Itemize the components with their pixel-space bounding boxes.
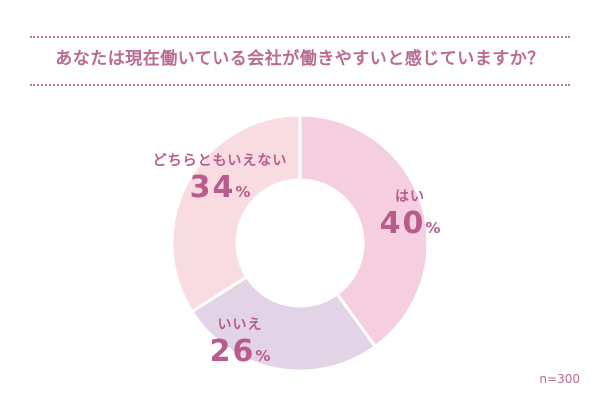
slice-neither [170, 113, 302, 314]
slice-label-no-number: 26 [209, 334, 256, 369]
slice-label-no-unit: % [255, 347, 271, 365]
slice-label-yes-value: 40% [360, 206, 460, 246]
slice-label-neither-unit: % [235, 183, 251, 201]
slice-label-no: いいえ 26% [190, 314, 290, 374]
slice-label-neither-value: 34% [130, 170, 310, 210]
slice-label-neither-name: どちらともいえない [152, 153, 288, 169]
slice-yes [298, 113, 430, 349]
slice-label-yes: はい 40% [360, 186, 460, 246]
title-divider-top [30, 36, 570, 38]
slice-no [189, 274, 378, 373]
slice-label-yes-number: 40 [379, 206, 426, 241]
slice-label-yes-unit: % [425, 219, 441, 237]
title-divider-bottom [30, 84, 570, 86]
slice-label-neither: どちらともいえない 34% [130, 150, 310, 210]
chart-title: あなたは現在働いている会社が働きやすいと感じていますか？ [55, 49, 545, 69]
slice-label-yes-name: はい [395, 189, 425, 205]
slice-label-no-name: いいえ [217, 317, 263, 333]
slice-label-no-value: 26% [190, 334, 290, 374]
sample-size-note: n=300 [539, 372, 580, 386]
slice-label-neither-number: 34 [189, 170, 236, 205]
